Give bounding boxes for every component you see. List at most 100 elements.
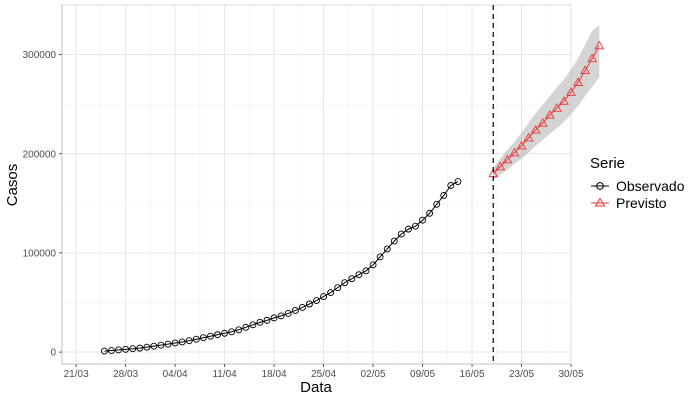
data-point-observado [228, 328, 236, 336]
x-tick-label: 11/04 [212, 369, 237, 380]
data-point-observado [100, 347, 108, 355]
x-axis-title: Data [300, 379, 332, 396]
data-point-previsto [580, 65, 591, 75]
data-point-observado [369, 261, 377, 269]
data-point-observado [185, 337, 193, 345]
y-tick-label: 100000 [23, 248, 57, 259]
data-point-observado [136, 344, 144, 352]
data-point-observado [129, 345, 137, 353]
confidence-band-layer [493, 24, 600, 180]
data-point-observado [207, 332, 214, 340]
legend-label-previsto: Previsto [616, 195, 667, 211]
legend-title: Serie [590, 155, 625, 172]
data-point-observado [143, 343, 151, 351]
data-point-observado [320, 293, 328, 301]
data-point-observado [419, 216, 426, 224]
y-axis-title: Casos [4, 164, 21, 207]
data-point-observado [355, 271, 363, 279]
data-point-previsto [566, 87, 576, 96]
data-point-previsto [502, 154, 513, 164]
data-point-observado [263, 316, 271, 324]
data-point-previsto [558, 96, 569, 105]
legend-label-observado: Observado [616, 178, 685, 194]
data-point-observado [122, 345, 130, 353]
data-point-observado [270, 314, 278, 322]
x-tick-label: 30/05 [558, 369, 583, 380]
x-tick-label: 25/04 [311, 369, 336, 380]
data-point-observado [447, 182, 455, 189]
data-point-observado [150, 342, 158, 350]
data-point-previsto [495, 161, 506, 171]
data-point-previsto [587, 53, 598, 63]
data-point-observado [362, 267, 370, 275]
data-point-observado [454, 178, 462, 185]
data-point-observado [115, 346, 123, 354]
data-point-observado [412, 222, 419, 230]
x-tick-label: 21/03 [64, 369, 89, 380]
legend: Serie Observado Previsto [590, 155, 685, 211]
data-point-previsto [509, 147, 520, 157]
grid-minor [62, 4, 571, 364]
data-point-observado [178, 338, 186, 346]
grid-major [62, 5, 572, 364]
data-point-observado [341, 279, 349, 287]
data-point-observado [298, 304, 306, 311]
data-point-previsto [573, 77, 584, 86]
data-point-observado [348, 275, 356, 283]
data-point-observado [440, 191, 448, 199]
x-tick-label: 28/03 [113, 369, 138, 380]
data-point-observado [235, 326, 243, 334]
y-tick-label: 300000 [23, 50, 57, 61]
data-point-observado [199, 334, 207, 342]
data-point-observado [242, 323, 250, 331]
x-tick-label: 16/05 [460, 369, 485, 380]
data-point-observado [397, 230, 405, 238]
data-point-observado [249, 321, 257, 329]
data-point-observado [256, 318, 264, 326]
data-point-previsto [516, 140, 527, 150]
y-tick-label: 0 [50, 348, 56, 359]
data-point-previsto [523, 132, 534, 142]
y-tick-label: 200000 [23, 149, 57, 160]
data-point-observado [108, 347, 115, 354]
legend-key-marker-observado [596, 182, 604, 190]
x-tick-label: 04/04 [163, 369, 188, 380]
data-point-previsto [544, 109, 555, 119]
data-point-observado [157, 341, 165, 349]
data-point-observado [390, 237, 398, 245]
x-axis-ticks: 21/03 28/03 04/04 11/04 18/04 25/04 02/05 09/05… [64, 364, 584, 380]
data-point-observado [277, 312, 285, 320]
x-tick-label: 02/05 [361, 369, 386, 380]
data-point-observado [214, 331, 221, 339]
data-point-observado [284, 309, 292, 317]
data-point-previsto [594, 40, 605, 50]
data-point-previsto [551, 103, 562, 112]
data-point-observado [164, 340, 172, 348]
data-point-observado [221, 329, 229, 337]
data-point-previsto [537, 117, 548, 127]
data-point-observado [291, 306, 299, 314]
data-point-observado [327, 289, 335, 297]
data-point-observado [171, 339, 179, 347]
data-point-observado [426, 209, 434, 217]
x-tick-label: 18/04 [262, 369, 287, 380]
data-point-previsto [530, 124, 541, 134]
forecast-confidence-band [493, 24, 600, 180]
data-point-observado [376, 253, 384, 261]
data-point-observado [404, 225, 412, 233]
series-marker-layer [100, 40, 605, 355]
data-point-observado [192, 335, 200, 343]
x-tick-label: 23/05 [509, 369, 534, 380]
legend-item-previsto: Previsto [591, 195, 667, 211]
data-point-observado [313, 297, 320, 304]
data-point-observado [305, 300, 313, 308]
legend-item-observado: Observado [591, 178, 685, 194]
plot-panel [61, 4, 572, 365]
data-point-observado [383, 245, 391, 253]
legend-key-marker-previsto [594, 197, 606, 207]
x-tick-label: 09/05 [410, 369, 435, 380]
data-point-observado [334, 284, 342, 292]
y-axis-ticks: 0 100000 200000 300000 [23, 50, 62, 359]
